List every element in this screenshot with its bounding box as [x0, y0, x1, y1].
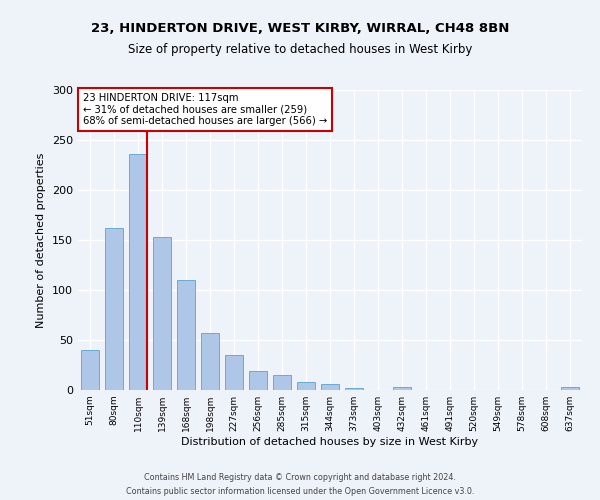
Bar	[249, 371, 267, 390]
Bar	[81, 350, 99, 390]
Bar	[297, 382, 315, 390]
Text: Contains public sector information licensed under the Open Government Licence v3: Contains public sector information licen…	[126, 488, 474, 496]
Text: Size of property relative to detached houses in West Kirby: Size of property relative to detached ho…	[128, 42, 472, 56]
Bar	[273, 375, 291, 390]
Bar	[393, 387, 411, 390]
Text: Contains HM Land Registry data © Crown copyright and database right 2024.: Contains HM Land Registry data © Crown c…	[144, 472, 456, 482]
X-axis label: Distribution of detached houses by size in West Kirby: Distribution of detached houses by size …	[181, 437, 479, 447]
Bar	[225, 355, 243, 390]
Text: 23 HINDERTON DRIVE: 117sqm
← 31% of detached houses are smaller (259)
68% of sem: 23 HINDERTON DRIVE: 117sqm ← 31% of deta…	[83, 93, 327, 126]
Bar	[177, 280, 195, 390]
Text: 23, HINDERTON DRIVE, WEST KIRBY, WIRRAL, CH48 8BN: 23, HINDERTON DRIVE, WEST KIRBY, WIRRAL,…	[91, 22, 509, 36]
Bar	[321, 384, 339, 390]
Bar	[129, 154, 147, 390]
Bar	[105, 228, 123, 390]
Bar	[561, 387, 579, 390]
Bar	[153, 237, 171, 390]
Bar	[345, 388, 363, 390]
Bar	[201, 333, 219, 390]
Y-axis label: Number of detached properties: Number of detached properties	[37, 152, 46, 328]
